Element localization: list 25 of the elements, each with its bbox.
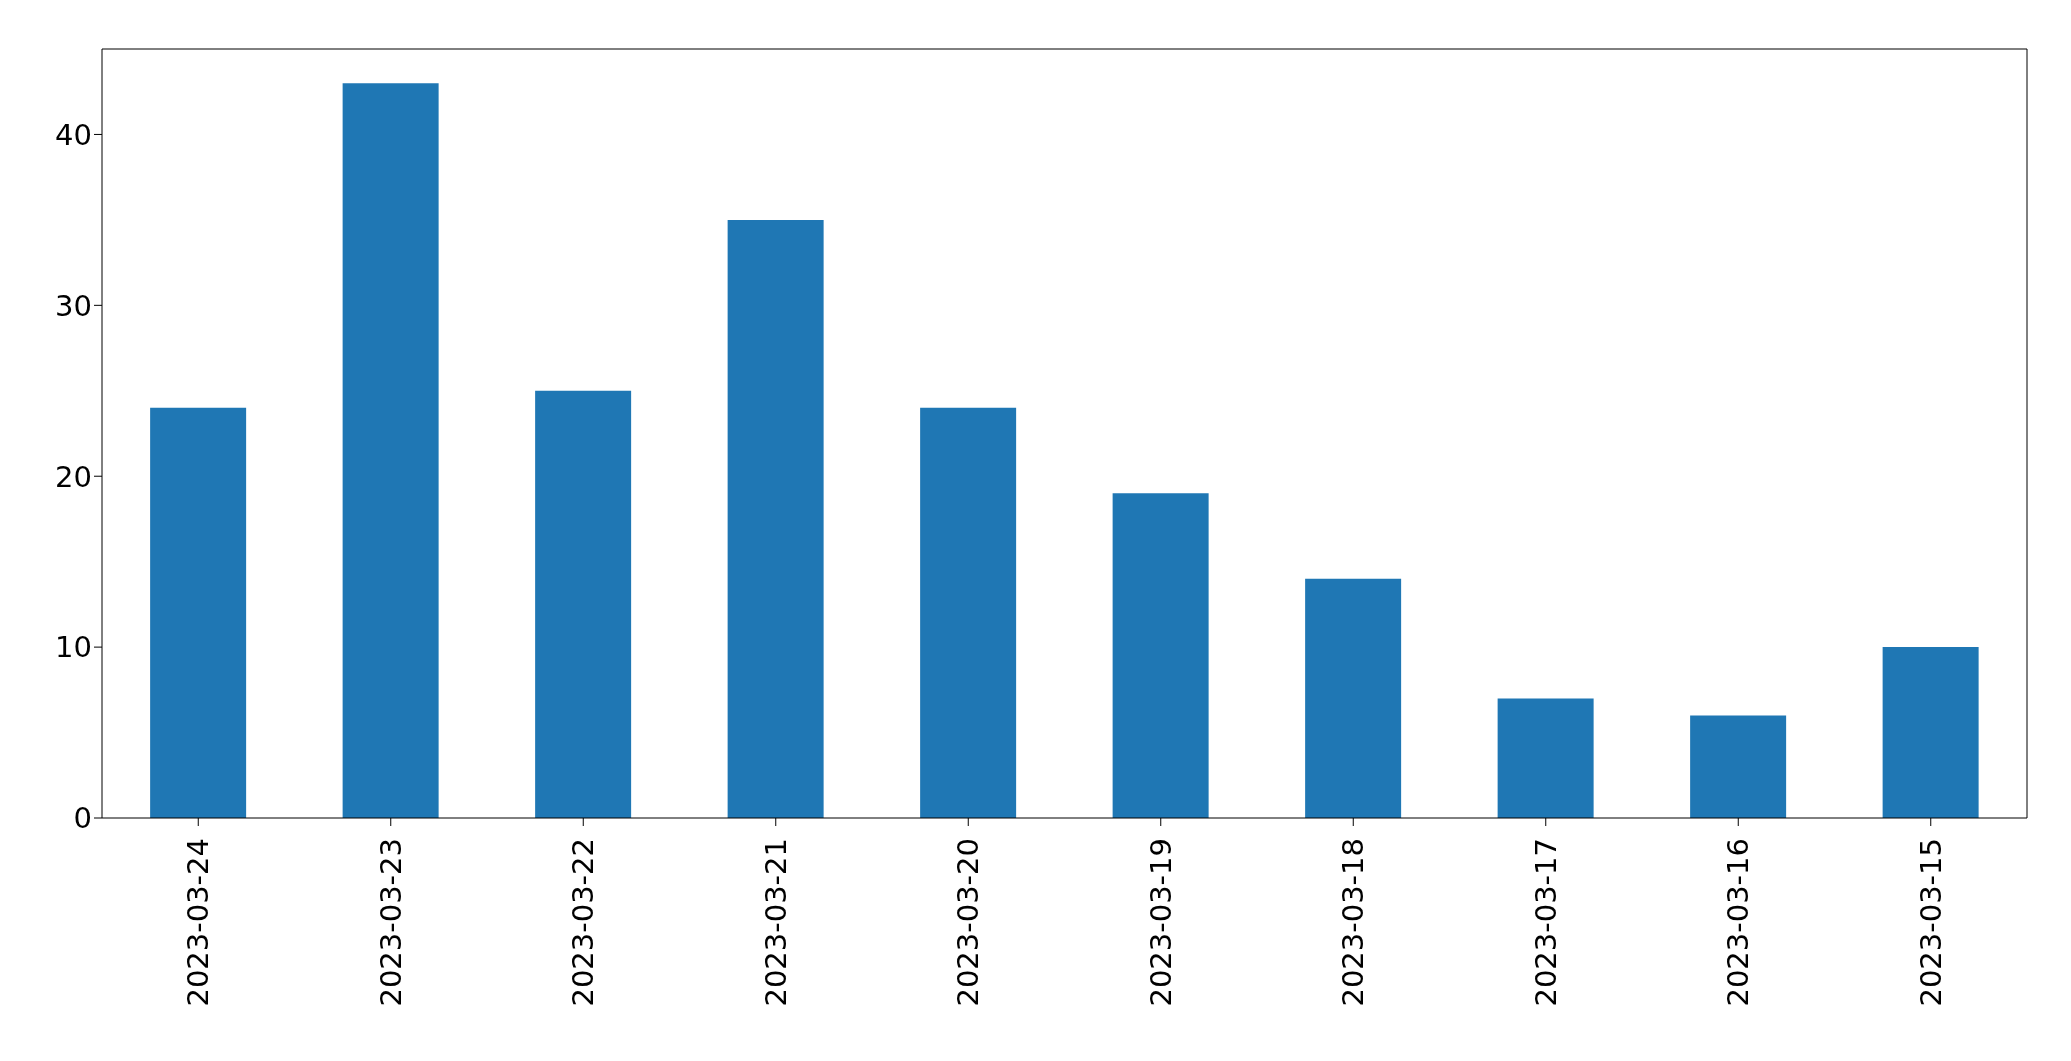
x-tick-label: 2023-03-22	[566, 838, 601, 1007]
x-tick-label: 2023-03-16	[1721, 838, 1756, 1007]
bar	[342, 83, 439, 818]
bar	[535, 390, 632, 818]
x-tick-label: 2023-03-23	[373, 838, 408, 1007]
bar	[1882, 647, 1979, 818]
x-tick-label: 2023-03-21	[758, 838, 793, 1007]
y-tick-label: 10	[55, 630, 92, 665]
y-tick-label: 20	[55, 459, 92, 494]
y-tick-label: 30	[55, 288, 92, 323]
x-tick-label: 2023-03-17	[1528, 838, 1563, 1007]
y-tick-label: 40	[55, 117, 92, 152]
y-tick-label: 0	[73, 801, 92, 836]
bar	[1497, 698, 1594, 818]
bar	[727, 219, 824, 818]
bar	[1690, 715, 1787, 818]
bar	[1305, 578, 1402, 818]
x-tick-label: 2023-03-20	[951, 838, 986, 1007]
x-tick-label: 2023-03-24	[181, 838, 216, 1007]
bar	[1112, 493, 1209, 818]
x-tick-label: 2023-03-15	[1913, 838, 1948, 1007]
x-tick-label: 2023-03-19	[1143, 838, 1178, 1007]
bar	[920, 407, 1017, 818]
x-tick-label: 2023-03-18	[1336, 838, 1371, 1007]
bar	[150, 407, 247, 818]
